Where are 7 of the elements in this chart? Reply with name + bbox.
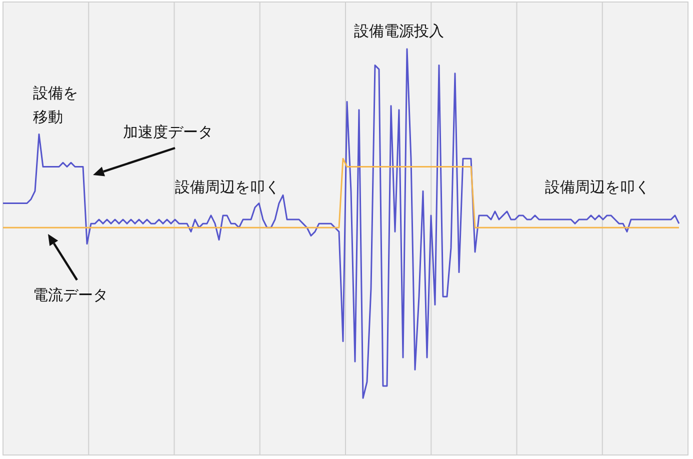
annotation: 加速度データ (123, 123, 213, 141)
annotation: 設備周辺を叩く (545, 178, 650, 196)
annotation: 電流データ (33, 286, 108, 304)
annotation: 移動 (33, 108, 63, 126)
annotation: 設備を (33, 84, 78, 102)
annotation: 設備周辺を叩く (175, 178, 280, 196)
text: 設備電源投入 (354, 22, 444, 40)
